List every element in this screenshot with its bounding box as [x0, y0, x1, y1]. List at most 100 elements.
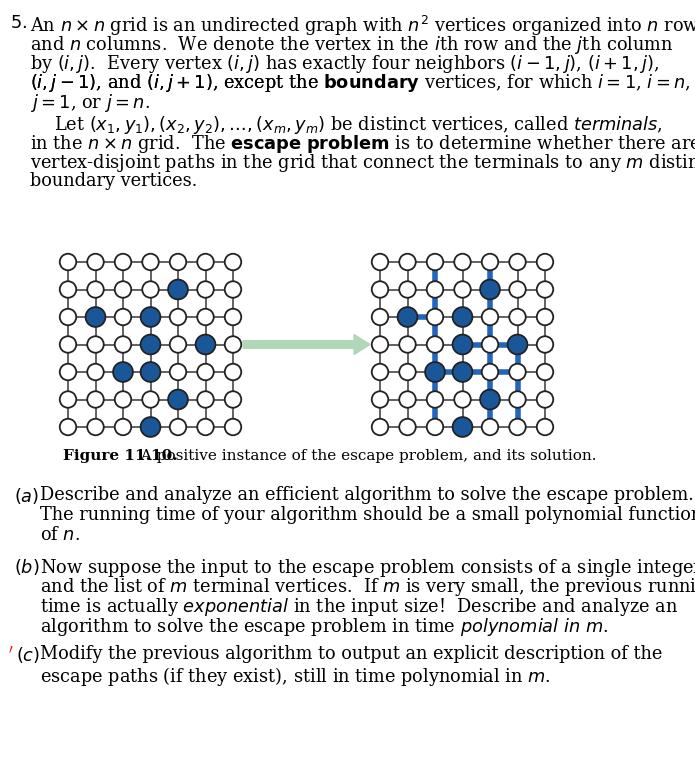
Circle shape — [372, 391, 389, 408]
Circle shape — [140, 307, 161, 327]
Circle shape — [427, 309, 443, 325]
Circle shape — [482, 419, 498, 435]
Circle shape — [60, 419, 76, 435]
Circle shape — [455, 282, 471, 298]
Text: and $n$ columns.  We denote the vertex in the $i$th row and the $j$th column: and $n$ columns. We denote the vertex in… — [30, 33, 673, 56]
Text: $'$: $'$ — [8, 645, 14, 663]
Circle shape — [115, 253, 131, 270]
Text: time is actually $\it{exponential}$ in the input size!  Describe and analyze an: time is actually $\it{exponential}$ in t… — [40, 596, 678, 618]
Text: Describe and analyze an efficient algorithm to solve the escape problem.: Describe and analyze an efficient algori… — [40, 486, 694, 505]
Circle shape — [88, 391, 104, 408]
Circle shape — [482, 253, 498, 270]
Circle shape — [537, 364, 553, 380]
Circle shape — [170, 253, 186, 270]
Circle shape — [60, 336, 76, 353]
Circle shape — [60, 253, 76, 270]
Circle shape — [482, 309, 498, 325]
Circle shape — [455, 391, 471, 408]
Circle shape — [452, 417, 473, 437]
Circle shape — [399, 364, 416, 380]
Circle shape — [60, 309, 76, 325]
Circle shape — [480, 390, 500, 409]
Circle shape — [170, 336, 186, 353]
Circle shape — [427, 336, 443, 353]
Circle shape — [197, 309, 214, 325]
Circle shape — [537, 336, 553, 353]
Circle shape — [427, 419, 443, 435]
Circle shape — [197, 282, 214, 298]
Text: vertex-disjoint paths in the grid that connect the terminals to any $m$ distinct: vertex-disjoint paths in the grid that c… — [30, 152, 695, 174]
Circle shape — [224, 419, 241, 435]
Circle shape — [372, 419, 389, 435]
Text: Modify the previous algorithm to output an explicit description of the: Modify the previous algorithm to output … — [40, 645, 662, 663]
Circle shape — [482, 336, 498, 353]
Circle shape — [537, 253, 553, 270]
Circle shape — [140, 417, 161, 437]
Circle shape — [115, 391, 131, 408]
Circle shape — [537, 391, 553, 408]
Circle shape — [168, 279, 188, 299]
Circle shape — [60, 364, 76, 380]
Circle shape — [455, 253, 471, 270]
Circle shape — [60, 391, 76, 408]
Circle shape — [509, 253, 525, 270]
Circle shape — [452, 362, 473, 382]
Text: algorithm to solve the escape problem in time $\it{polynomial\ in\ m}$.: algorithm to solve the escape problem in… — [40, 616, 609, 638]
Text: $(i, j-1)$, and $(i, j+1)$, except the: $(i, j-1)$, and $(i, j+1)$, except the — [30, 72, 320, 94]
Text: $(c)$: $(c)$ — [16, 645, 40, 665]
Circle shape — [399, 253, 416, 270]
Circle shape — [427, 253, 443, 270]
Circle shape — [140, 362, 161, 382]
Circle shape — [399, 419, 416, 435]
Circle shape — [88, 364, 104, 380]
Circle shape — [452, 335, 473, 355]
Circle shape — [115, 419, 131, 435]
Text: The running time of your algorithm should be a small polynomial function: The running time of your algorithm shoul… — [40, 506, 695, 524]
Circle shape — [372, 364, 389, 380]
Circle shape — [509, 419, 525, 435]
Circle shape — [170, 364, 186, 380]
Circle shape — [88, 282, 104, 298]
Circle shape — [197, 253, 214, 270]
Circle shape — [115, 282, 131, 298]
Text: and the list of $m$ terminal vertices.  If $m$ is very small, the previous runni: and the list of $m$ terminal vertices. I… — [40, 577, 695, 598]
FancyArrow shape — [243, 335, 370, 355]
Circle shape — [140, 335, 161, 355]
Circle shape — [115, 336, 131, 353]
Circle shape — [197, 391, 214, 408]
Circle shape — [452, 307, 473, 327]
Circle shape — [224, 391, 241, 408]
Text: $(a)$: $(a)$ — [14, 486, 39, 507]
Circle shape — [507, 335, 528, 355]
Circle shape — [170, 419, 186, 435]
Circle shape — [170, 309, 186, 325]
Circle shape — [480, 279, 500, 299]
Circle shape — [197, 419, 214, 435]
Circle shape — [427, 391, 443, 408]
Circle shape — [142, 253, 158, 270]
Circle shape — [224, 309, 241, 325]
Circle shape — [399, 282, 416, 298]
Circle shape — [142, 282, 158, 298]
Text: Figure 11.10.: Figure 11.10. — [63, 449, 178, 463]
Circle shape — [482, 364, 498, 380]
Text: boundary vertices.: boundary vertices. — [30, 172, 197, 190]
Circle shape — [399, 336, 416, 353]
Circle shape — [88, 419, 104, 435]
Circle shape — [509, 364, 525, 380]
Text: $(b)$: $(b)$ — [14, 557, 40, 577]
Text: $j=1$, or $j=n$.: $j=1$, or $j=n$. — [30, 92, 150, 114]
Text: $(i, j-1)$, and $(i, j+1)$, except the $\bf{boundary}$ vertices, for which $i=1$: $(i, j-1)$, and $(i, j+1)$, except the $… — [30, 72, 691, 94]
Circle shape — [372, 336, 389, 353]
Circle shape — [224, 364, 241, 380]
Text: Let $(x_1, y_1),(x_2, y_2),\ldots,(x_m, y_m)$ be distinct vertices, called $\it{: Let $(x_1, y_1),(x_2, y_2),\ldots,(x_m, … — [54, 113, 663, 135]
Text: in the $n \times n$ grid.  The $\bf{escape\ problem}$ is to determine whether th: in the $n \times n$ grid. The $\bf{escap… — [30, 133, 695, 155]
Circle shape — [60, 282, 76, 298]
Circle shape — [113, 362, 133, 382]
Circle shape — [399, 391, 416, 408]
Circle shape — [372, 309, 389, 325]
Circle shape — [142, 391, 158, 408]
Circle shape — [537, 419, 553, 435]
Circle shape — [425, 362, 445, 382]
Circle shape — [85, 307, 106, 327]
